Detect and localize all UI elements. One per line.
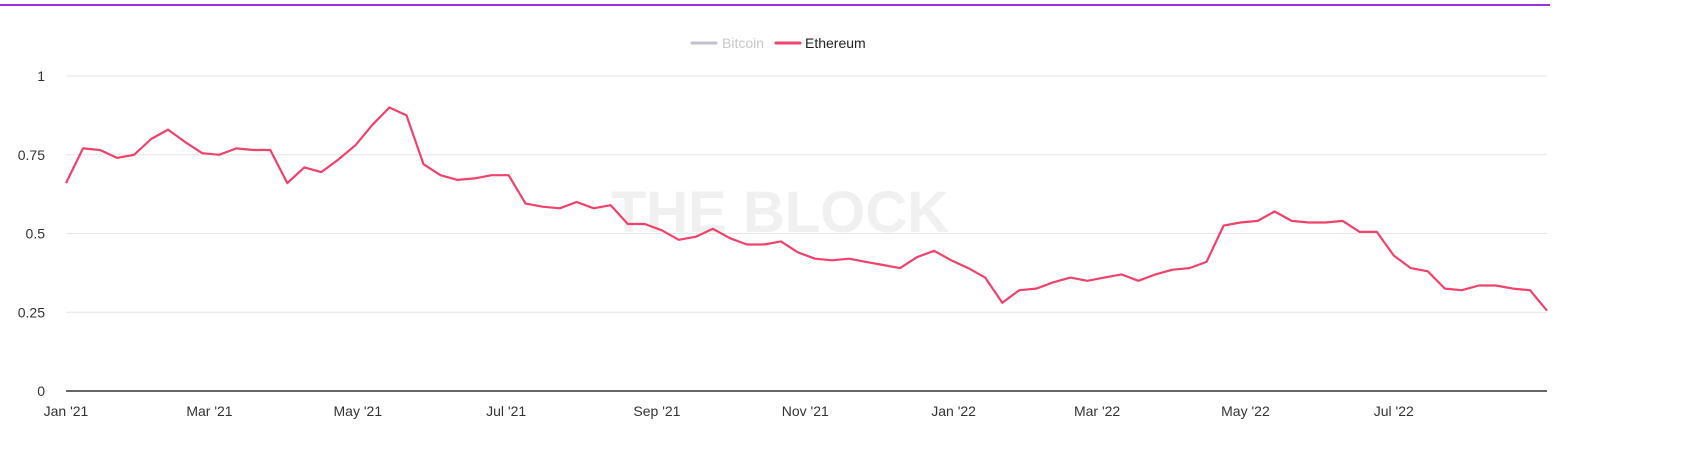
legend-label-ethereum: Ethereum bbox=[805, 35, 866, 51]
y-tick-label: 0 bbox=[37, 383, 45, 399]
x-tick-label: Mar '22 bbox=[1074, 403, 1120, 419]
x-tick-label: Mar '21 bbox=[186, 403, 232, 419]
x-tick-label: Sep '21 bbox=[633, 403, 680, 419]
x-tick-label: Jan '22 bbox=[931, 403, 976, 419]
x-tick-label: May '22 bbox=[1221, 403, 1270, 419]
legend-label-bitcoin: Bitcoin bbox=[722, 35, 764, 51]
x-tick-label: Jul '22 bbox=[1374, 403, 1414, 419]
top-accent-bar bbox=[0, 4, 1550, 6]
x-tick-label: May '21 bbox=[334, 403, 383, 419]
legend-item-ethereum[interactable]: Ethereum bbox=[774, 35, 866, 51]
x-tick-label: Nov '21 bbox=[782, 403, 829, 419]
y-tick-label: 0.5 bbox=[26, 226, 46, 242]
y-tick-label: 0.25 bbox=[18, 304, 45, 320]
legend: Bitcoin Ethereum bbox=[690, 35, 866, 51]
series-line-ethereum[interactable] bbox=[65, 106, 1548, 312]
x-tick-label: Jul '21 bbox=[486, 403, 526, 419]
watermark: THE BLOCK bbox=[611, 180, 949, 245]
legend-item-bitcoin[interactable]: Bitcoin bbox=[690, 35, 764, 51]
y-tick-label: 0.75 bbox=[18, 147, 45, 163]
x-tick-label: Jan '21 bbox=[44, 403, 89, 419]
y-tick-label: 1 bbox=[37, 68, 45, 84]
